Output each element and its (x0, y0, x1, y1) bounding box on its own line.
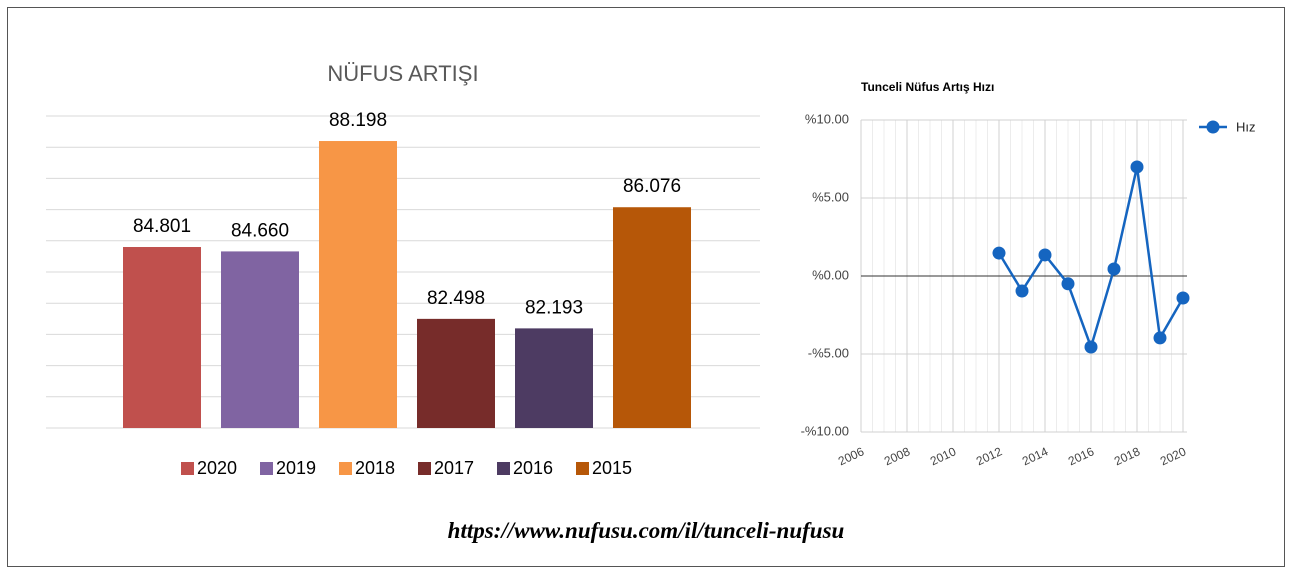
point (1061, 277, 1075, 291)
y-tick-label: %0.00 (812, 267, 849, 282)
x-tick-label: 2008 (882, 444, 912, 468)
chart-title: Tunceli Nüfus Artış Hızı (861, 80, 994, 94)
x-tick-label: 2018 (1112, 444, 1142, 468)
x-tick-label: 2020 (1158, 444, 1188, 468)
x-tick-label: 2014 (1020, 444, 1050, 468)
legend-swatch (339, 462, 352, 475)
legend-label: 2018 (355, 458, 395, 478)
x-tick-label: 2010 (928, 444, 958, 468)
point (1015, 284, 1029, 298)
legend-label: Hız (1236, 119, 1256, 134)
point (1176, 291, 1190, 305)
data-label: 82.498 (427, 288, 485, 309)
legend-label: 2020 (197, 458, 237, 478)
x-tick-label: 2006 (836, 444, 866, 468)
legend-swatch (497, 462, 510, 475)
legend-label: 2019 (276, 458, 316, 478)
y-tick-label: %10.00 (805, 111, 849, 126)
legend-marker (1206, 120, 1220, 134)
y-tick-label: %5.00 (812, 189, 849, 204)
data-label: 86.076 (623, 176, 681, 197)
bar (515, 328, 593, 428)
point (1130, 160, 1144, 174)
point (992, 246, 1006, 260)
data-label: 84.660 (231, 220, 289, 241)
point (1038, 248, 1052, 262)
legend-label: 2017 (434, 458, 474, 478)
bar (221, 251, 299, 428)
legend-label: 2016 (513, 458, 553, 478)
y-tick-label: -%10.00 (801, 423, 849, 438)
legend-swatch (576, 462, 589, 475)
legend-swatch (418, 462, 431, 475)
bar (417, 318, 495, 428)
data-label: 82.193 (525, 297, 583, 318)
bar (319, 141, 397, 428)
data-label: 84.801 (133, 216, 191, 237)
point (1107, 262, 1121, 276)
bar (613, 207, 691, 428)
frame (7, 7, 1285, 567)
y-tick-label: -%5.00 (808, 345, 849, 360)
x-tick-label: 2012 (974, 444, 1004, 468)
bar (123, 247, 201, 428)
point (1153, 331, 1167, 345)
chart-title: NÜFUS ARTIŞI (327, 61, 478, 86)
legend-swatch (260, 462, 273, 475)
source-url: https://www.nufusu.com/il/tunceli-nufusu (447, 518, 845, 543)
x-tick-label: 2016 (1066, 444, 1096, 468)
legend-label: 2015 (592, 458, 632, 478)
point (1084, 340, 1098, 354)
legend-swatch (181, 462, 194, 475)
data-label: 88.198 (329, 110, 387, 131)
